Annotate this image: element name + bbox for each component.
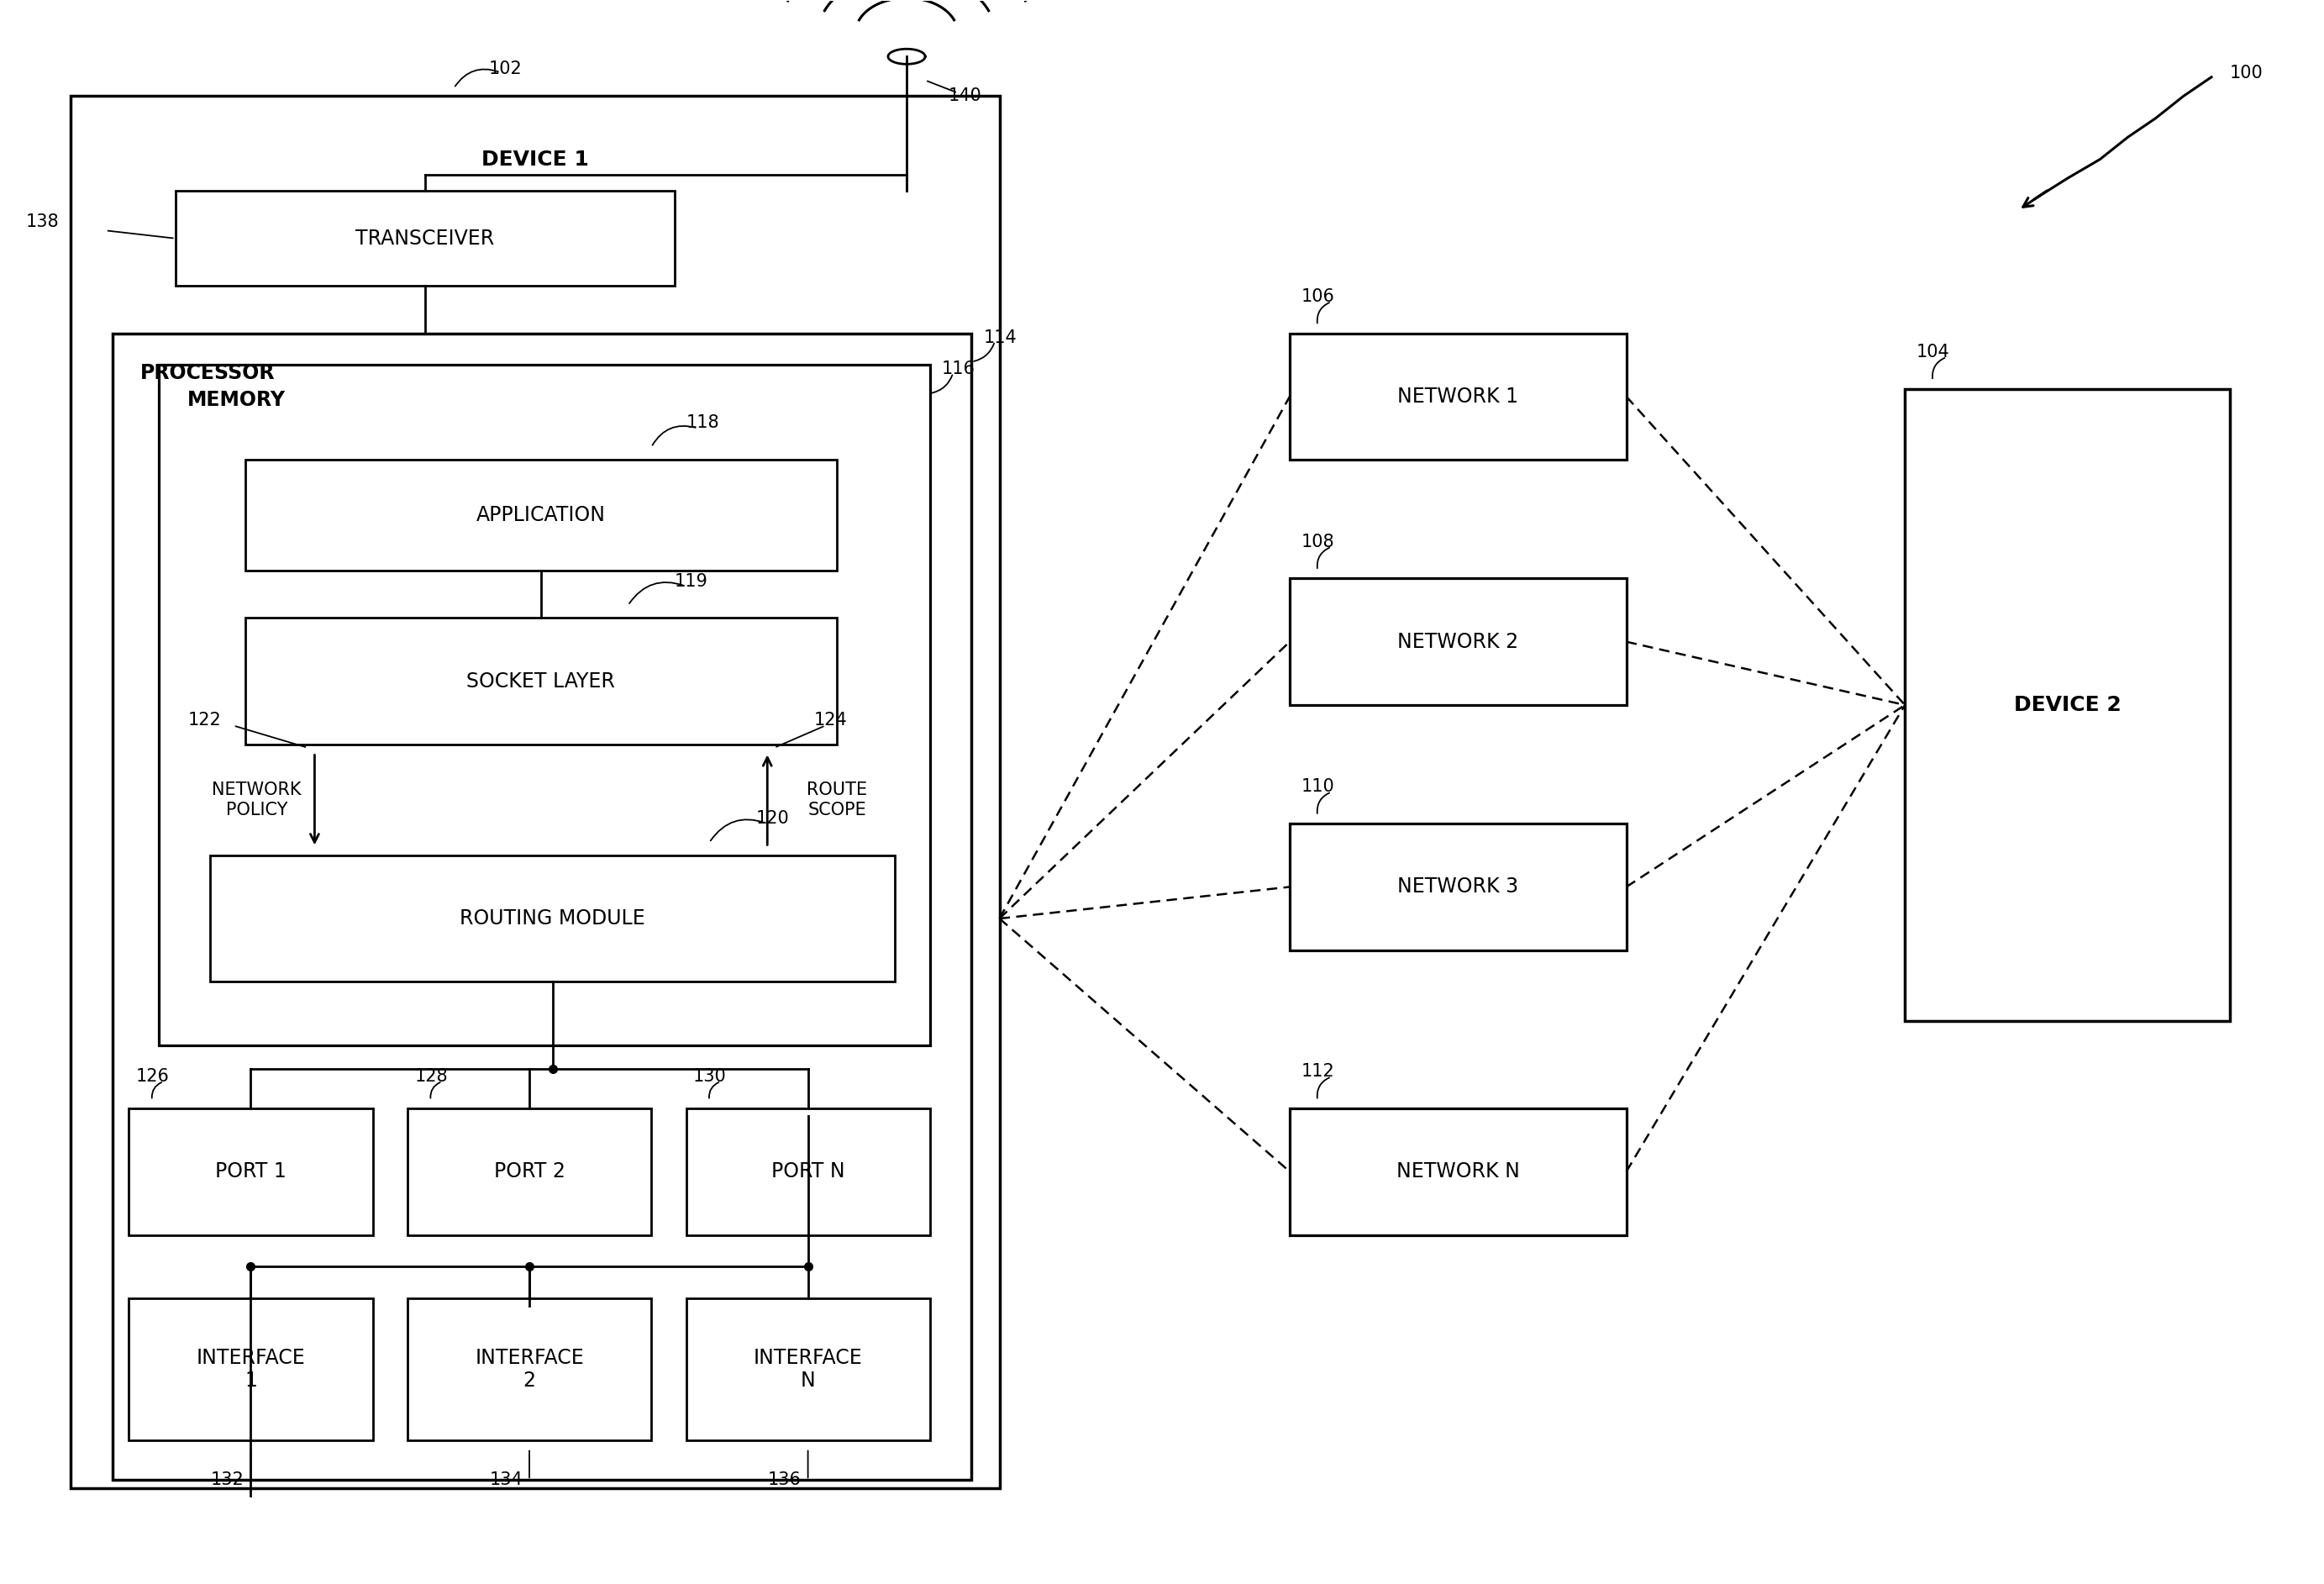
Text: 128: 128 bbox=[414, 1068, 449, 1085]
Text: 116: 116 bbox=[941, 361, 976, 377]
Bar bbox=[686, 1109, 930, 1236]
Text: TRANSCEIVER: TRANSCEIVER bbox=[356, 228, 495, 249]
Bar bbox=[244, 459, 837, 570]
Bar bbox=[1290, 333, 1627, 459]
Text: INTERFACE
N: INTERFACE N bbox=[753, 1348, 862, 1391]
Bar bbox=[112, 333, 971, 1479]
Text: 110: 110 bbox=[1301, 778, 1334, 795]
Bar bbox=[158, 364, 930, 1045]
Text: 124: 124 bbox=[813, 711, 848, 729]
Text: 122: 122 bbox=[188, 711, 221, 729]
Text: 112: 112 bbox=[1301, 1063, 1334, 1080]
Bar bbox=[1290, 578, 1627, 705]
Bar bbox=[209, 855, 895, 982]
Text: 134: 134 bbox=[490, 1472, 523, 1487]
Text: 108: 108 bbox=[1301, 534, 1334, 550]
Text: NETWORK 1: NETWORK 1 bbox=[1397, 386, 1518, 407]
Text: 119: 119 bbox=[674, 573, 709, 589]
Text: ROUTE
SCOPE: ROUTE SCOPE bbox=[806, 782, 867, 817]
Text: PORT 1: PORT 1 bbox=[216, 1161, 286, 1182]
Bar bbox=[1906, 388, 2231, 1022]
Text: NETWORK 3: NETWORK 3 bbox=[1397, 878, 1518, 897]
Text: 140: 140 bbox=[948, 87, 981, 105]
Bar bbox=[70, 97, 999, 1487]
Text: ROUTING MODULE: ROUTING MODULE bbox=[460, 909, 646, 928]
Bar bbox=[1290, 1109, 1627, 1236]
Text: NETWORK
POLICY: NETWORK POLICY bbox=[211, 782, 302, 817]
Text: 130: 130 bbox=[693, 1068, 727, 1085]
Text: INTERFACE
2: INTERFACE 2 bbox=[474, 1348, 583, 1391]
Text: 102: 102 bbox=[488, 60, 523, 78]
Text: DEVICE 1: DEVICE 1 bbox=[481, 149, 588, 169]
Bar bbox=[407, 1299, 651, 1440]
Bar bbox=[244, 618, 837, 744]
Bar bbox=[174, 192, 674, 285]
Text: 100: 100 bbox=[2231, 65, 2264, 81]
Text: 106: 106 bbox=[1301, 288, 1334, 304]
Text: 104: 104 bbox=[1917, 344, 1950, 360]
Text: NETWORK 2: NETWORK 2 bbox=[1397, 632, 1518, 653]
Text: MEMORY: MEMORY bbox=[186, 390, 286, 410]
Bar bbox=[128, 1109, 372, 1236]
Text: PORT 2: PORT 2 bbox=[493, 1161, 565, 1182]
Text: 120: 120 bbox=[755, 809, 790, 827]
Bar bbox=[128, 1299, 372, 1440]
Text: PROCESSOR: PROCESSOR bbox=[139, 363, 274, 383]
Text: 118: 118 bbox=[686, 415, 720, 431]
Text: SOCKET LAYER: SOCKET LAYER bbox=[467, 672, 616, 691]
Text: 126: 126 bbox=[135, 1068, 170, 1085]
Text: INTERFACE
1: INTERFACE 1 bbox=[195, 1348, 304, 1391]
Text: 132: 132 bbox=[211, 1472, 244, 1487]
Text: 138: 138 bbox=[26, 214, 58, 231]
Text: DEVICE 2: DEVICE 2 bbox=[2015, 695, 2122, 714]
Text: APPLICATION: APPLICATION bbox=[476, 505, 607, 526]
Bar bbox=[1290, 824, 1627, 950]
Text: NETWORK N: NETWORK N bbox=[1397, 1161, 1520, 1182]
Bar bbox=[407, 1109, 651, 1236]
Text: 136: 136 bbox=[767, 1472, 802, 1487]
Text: 114: 114 bbox=[983, 329, 1016, 345]
Text: PORT N: PORT N bbox=[772, 1161, 844, 1182]
Bar bbox=[686, 1299, 930, 1440]
